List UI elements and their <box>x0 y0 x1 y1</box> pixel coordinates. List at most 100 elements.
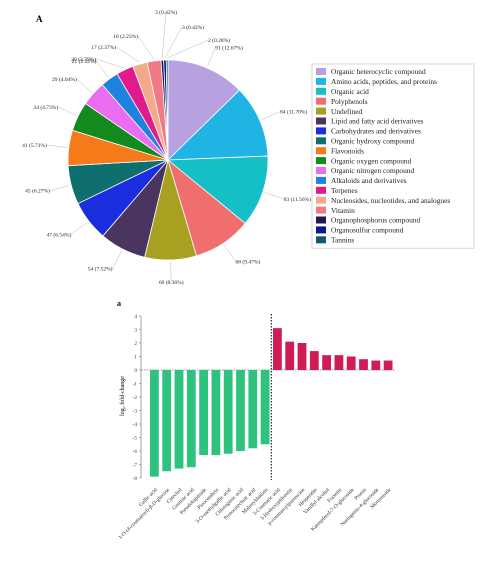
pie-leader-line <box>162 11 167 59</box>
legend-swatch <box>316 186 326 194</box>
pie-slice-label: 16 (2.23%) <box>113 33 138 40</box>
pie-leader-line <box>137 35 154 60</box>
y-axis-label: log₂ fold-change <box>119 376 126 416</box>
pie-leader-line <box>224 244 236 262</box>
bar-chart-panel: a log₂ fold-change 4 3 2 1 0 -1 -2 -3 -4 -5 -6 -7 -8… <box>117 299 395 541</box>
legend-entry: Organic oxygen compound <box>331 156 412 165</box>
pie-slice-label: 47 (6.54%) <box>47 231 72 238</box>
bar <box>359 359 368 370</box>
bar <box>309 351 319 370</box>
legend-entry: Organic acid <box>331 87 369 96</box>
bar <box>297 343 307 370</box>
legend-entry: Amino acids, peptides, and proteins <box>331 77 437 86</box>
bar <box>322 355 331 370</box>
y-tick-label: 3 <box>134 327 137 333</box>
pie-leader-line <box>95 58 125 69</box>
legend-entry: Alkaloids and derivatives <box>331 176 407 185</box>
legend-entry: Organic hydroxy compound <box>331 137 415 146</box>
x-tick-labels: Gallic acid1-O-(4-coumaroyl)-β-D-glucose… <box>117 486 393 541</box>
bar <box>150 370 159 477</box>
pie-leader-line <box>76 78 92 93</box>
pie-slice-label: 2 (0.28%) <box>208 37 230 44</box>
legend-swatch <box>316 196 326 204</box>
bar <box>186 370 196 468</box>
y-tick-label: -4 <box>133 422 138 428</box>
pie-leader-line <box>49 185 70 191</box>
bar <box>273 328 282 370</box>
bar <box>211 370 221 456</box>
pie-leader-line <box>58 106 77 116</box>
bar <box>334 355 344 370</box>
pie-leader-line <box>207 47 216 67</box>
pie-leader-line <box>167 39 209 59</box>
bars <box>150 328 393 477</box>
legend-entry: Polyphenols <box>331 97 368 106</box>
legend-entry: Tannins <box>331 236 354 245</box>
legend-entry: Organic heterocyclic compound <box>331 67 426 76</box>
legend-swatch <box>316 236 326 244</box>
y-tick-label: -3 <box>133 408 138 414</box>
legend-swatch <box>316 107 326 115</box>
y-tick-label: -5 <box>133 435 138 441</box>
bar <box>199 370 208 456</box>
legend-swatch <box>316 176 326 184</box>
legend-swatch <box>316 226 326 234</box>
legend-frame <box>311 63 475 249</box>
y-tick-label: -7 <box>133 462 138 468</box>
bar <box>174 370 184 469</box>
pie-slice-label: 29 (4.04%) <box>52 76 77 83</box>
bar <box>260 370 270 445</box>
x-tick-label: 1-O-(4-coumaroyl)-β-D-glucose <box>117 486 172 541</box>
pie-slice <box>166 155 269 224</box>
bar <box>383 360 393 370</box>
bar <box>371 360 381 370</box>
pie-slice <box>166 89 269 161</box>
bar <box>162 370 172 472</box>
legend-entry: Vitamin <box>331 206 355 215</box>
pie-slices <box>67 59 269 261</box>
pie-leader-line <box>164 26 183 59</box>
pie-slice-labels: 91 (12.67%) 84 (11.70%) 83 (11.56%) 68 (9.4… <box>22 9 311 286</box>
legend-swatch <box>316 167 326 174</box>
legend-swatch <box>316 97 326 105</box>
legend-entry: Undefined <box>331 107 362 116</box>
pie-slice-label: 3 (0.42%) <box>182 24 204 31</box>
legend-swatch <box>316 117 326 125</box>
pie-slice-label: 34 (4.73%) <box>33 104 58 111</box>
pie-leader-line <box>71 222 88 235</box>
pie-panel-letter: A <box>36 14 43 24</box>
pie-slice-label: 21 (2.92%) <box>72 58 97 65</box>
y-tick-label: -8 <box>133 476 138 482</box>
legend-entry: Lipid and fatty acid derivatives <box>331 117 423 126</box>
pie-leader-line <box>264 192 284 199</box>
pie-slice-label: 68 (9.47%) <box>236 259 261 266</box>
y-tick-label: -2 <box>133 395 138 401</box>
pie-slice <box>167 59 241 161</box>
bar <box>346 356 356 370</box>
legend-entry: Terpenes <box>331 186 358 195</box>
legend-swatch <box>316 68 326 75</box>
legend-entry: Flavonoids <box>331 146 364 155</box>
y-tick-label: -6 <box>133 449 138 455</box>
pie-slice-label: 54 (7.52%) <box>88 266 113 273</box>
pie-leader-line <box>112 250 122 269</box>
pie-leader-line <box>46 144 67 148</box>
pie-leader-line <box>115 46 140 63</box>
pie-slice-label: 83 (11.56%) <box>284 196 311 203</box>
pie-slice-label: 20 (2.79%) <box>71 56 96 63</box>
legend-swatch <box>316 137 326 145</box>
pie-leader-line <box>96 60 109 78</box>
legend-swatch <box>316 206 326 214</box>
pie-slice <box>165 59 169 161</box>
y-tick-label: 0 <box>134 368 137 374</box>
pie-leader-line <box>170 261 172 283</box>
legend-swatch <box>316 147 326 155</box>
pie-chart-panel: A 91 (12.67%) 84 (11.70%) 83 (11.56%) 68 (9… <box>22 9 475 286</box>
y-tick-label: 1 <box>134 354 137 360</box>
pie-slice-label: 84 (11.70%) <box>280 109 307 116</box>
pie-leader-line <box>261 111 281 120</box>
y-tick-label: 4 <box>134 314 137 320</box>
legend-entry: Nucleosides, nucleotides, and analogues <box>331 196 450 205</box>
bar-panel-letter: a <box>117 299 121 308</box>
